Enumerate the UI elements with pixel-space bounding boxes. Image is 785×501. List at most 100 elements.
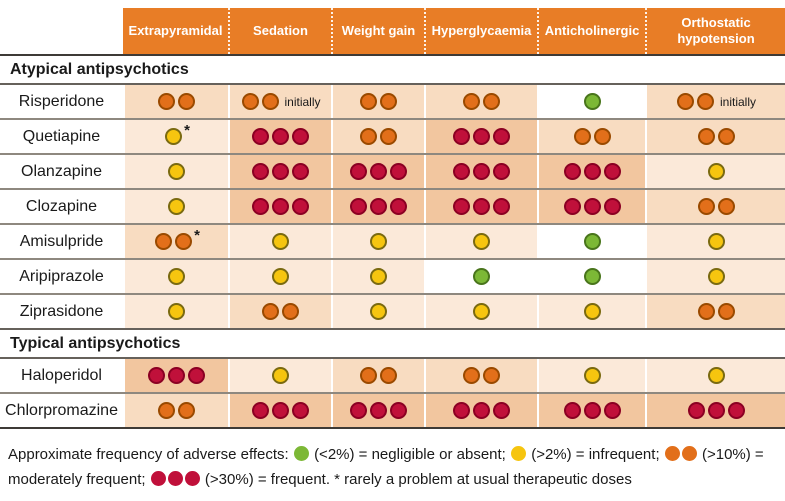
orange-dot <box>158 93 175 110</box>
orange-dot <box>261 93 279 110</box>
red-dot <box>148 367 165 384</box>
yellow-dot <box>370 233 387 250</box>
orange-dot <box>593 128 611 145</box>
red-dot <box>370 402 387 419</box>
yellow-dot-legend <box>510 446 527 463</box>
effect-cell <box>537 260 645 293</box>
red-dot <box>583 163 601 180</box>
red-dot <box>563 402 581 419</box>
orange-dot <box>380 128 397 145</box>
effect-cell <box>228 190 331 223</box>
red-dot <box>493 402 510 419</box>
effect-cell <box>123 85 228 118</box>
orange-dot <box>380 93 397 110</box>
section-title: Typical antipsychotics <box>0 330 785 357</box>
cell-note: * <box>194 227 200 244</box>
red-dot <box>453 402 470 419</box>
red-dot <box>350 198 367 215</box>
orange-dot <box>681 446 697 461</box>
orange-dot <box>717 303 735 320</box>
green-dot <box>583 233 601 250</box>
effect-cell <box>645 394 785 427</box>
section-rule <box>0 357 785 359</box>
header-corner <box>0 8 123 54</box>
red-dot <box>168 367 185 384</box>
effect-cell <box>537 295 645 328</box>
effect-cell <box>645 190 785 223</box>
red-dot <box>272 198 289 215</box>
red-dot <box>453 128 470 145</box>
orange-dot <box>178 93 195 110</box>
drug-name: Olanzapine <box>0 155 123 188</box>
yellow-dot <box>707 233 725 250</box>
red-dot <box>184 470 200 486</box>
legend-item-text: (<2%) = negligible or absent; <box>314 446 506 463</box>
red-dot <box>252 402 269 419</box>
red-dot <box>272 402 289 419</box>
green-dot <box>293 446 309 461</box>
red-dot <box>252 198 269 215</box>
row-rule <box>0 188 785 190</box>
red-dot <box>583 198 601 215</box>
effect-cell <box>331 225 424 258</box>
red-dot <box>493 198 510 215</box>
adverse-effects-table: Extrapyramidal Sedation Weight gain Hypergl… <box>0 8 785 429</box>
red-dot <box>350 402 367 419</box>
effect-cell <box>537 155 645 188</box>
effect-cell <box>645 155 785 188</box>
red-dot <box>272 163 289 180</box>
orange-dot <box>483 93 500 110</box>
green-dot <box>583 268 601 285</box>
orange-dot <box>380 367 397 384</box>
red-dot <box>563 198 581 215</box>
effect-cell <box>537 190 645 223</box>
orange-dot <box>174 233 192 250</box>
red-dot <box>563 163 581 180</box>
effect-cell <box>331 394 424 427</box>
effect-cell <box>645 295 785 328</box>
orange-dot <box>697 128 715 145</box>
effect-cell <box>537 85 645 118</box>
column-header: Orthostatic hypotension <box>645 8 785 54</box>
red-dot <box>603 402 621 419</box>
yellow-dot <box>272 268 289 285</box>
orange-dot <box>154 233 172 250</box>
red-dot <box>188 367 205 384</box>
orange-dot-legend <box>664 446 698 463</box>
legend-item: (>10%) = moderately frequent; <box>8 446 764 488</box>
red-dot <box>150 470 166 486</box>
orange-dot <box>360 128 377 145</box>
red-dot <box>252 128 269 145</box>
row-rule <box>0 392 785 394</box>
effect-cell <box>331 120 424 153</box>
section-rule <box>0 427 785 429</box>
orange-dot <box>717 198 735 215</box>
red-dot <box>473 163 490 180</box>
yellow-dot <box>168 163 185 180</box>
red-dot <box>292 163 309 180</box>
orange-dot <box>677 93 695 110</box>
yellow-dot <box>168 198 185 215</box>
effect-cell <box>331 359 424 392</box>
drug-name: Haloperidol <box>0 359 123 392</box>
column-header: Anticholinergic <box>537 8 645 54</box>
drug-name: Quetiapine <box>0 120 123 153</box>
legend-item: (>30%) = frequent. <box>150 470 330 488</box>
effect-cell: * <box>123 120 228 153</box>
yellow-dot <box>370 303 387 320</box>
yellow-dot <box>583 303 601 320</box>
orange-dot <box>360 367 377 384</box>
green-dot <box>473 268 490 285</box>
yellow-dot <box>168 268 185 285</box>
green-dot <box>583 93 601 110</box>
red-dot <box>473 128 490 145</box>
effect-cell <box>228 260 331 293</box>
effect-cell <box>331 155 424 188</box>
effect-cell: * <box>123 225 228 258</box>
red-dot <box>473 402 490 419</box>
red-dot <box>493 163 510 180</box>
red-dot <box>727 402 745 419</box>
orange-dot <box>241 93 259 110</box>
yellow-dot <box>473 233 490 250</box>
effect-cell <box>123 359 228 392</box>
